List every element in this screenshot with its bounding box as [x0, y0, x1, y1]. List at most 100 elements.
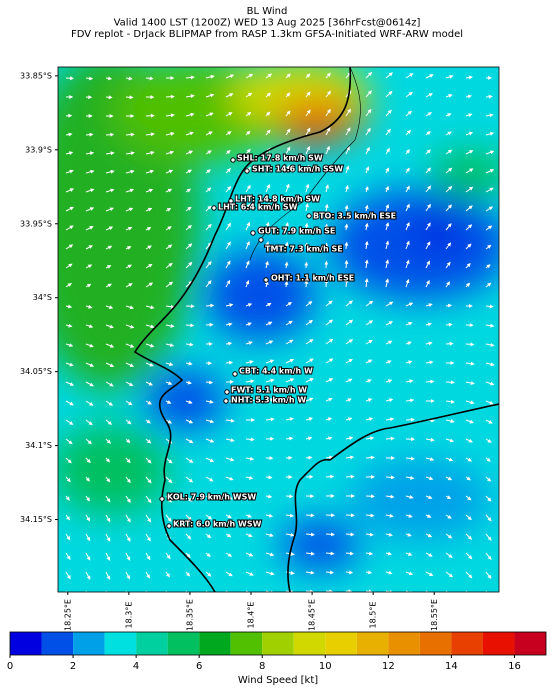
station-dot: [259, 238, 263, 242]
lat-tick-label: 34°S: [33, 293, 52, 302]
lat-tick-label: 33.85°S: [20, 71, 52, 80]
station-dot: [307, 214, 311, 218]
colorbar-segment: [42, 632, 74, 655]
wind-arrow: [226, 362, 232, 363]
wind-arrow: [466, 344, 473, 345]
wind-arrow: [246, 439, 254, 440]
station-dot: [167, 524, 171, 528]
station-dot: [245, 169, 249, 173]
title-line: BL Wind: [247, 6, 288, 17]
colorbar-tick-label: 4: [133, 661, 139, 672]
colorbar-tick-label: 16: [508, 661, 521, 672]
colorbar-tick-label: 14: [445, 661, 458, 672]
colorbar-tick-label: 6: [196, 661, 202, 672]
station-label: CBT: 4.4 km/h W: [239, 367, 313, 376]
wind-arrow: [386, 438, 394, 439]
lat-tick-label: 34.15°S: [20, 515, 52, 524]
colorbar-segment: [105, 632, 137, 655]
title-line: FDV replot - DrJack BLIPMAP from RASP 1.…: [71, 29, 463, 40]
colorbar-tick-label: 12: [382, 661, 395, 672]
station-dot: [251, 231, 255, 235]
station-dot: [231, 158, 235, 162]
wind-arrow: [346, 243, 347, 249]
colorbar-segment: [357, 632, 389, 655]
colorbar-tick-label: 0: [7, 661, 13, 672]
station-label: OHT: 1.1 km/h ESE: [271, 274, 354, 283]
station-label: SHT: 14.6 km/h SSW: [252, 165, 343, 174]
wind-arrow: [326, 534, 334, 535]
wind-arrow: [286, 496, 292, 497]
colorbar-segment: [262, 632, 294, 655]
colorbar-tick-label: 10: [319, 661, 332, 672]
station-dot: [160, 497, 164, 501]
wind-arrow: [326, 476, 333, 477]
lon-tick-label: 18.4°E: [247, 602, 256, 629]
colorbar-tick-label: 8: [259, 661, 265, 672]
wind-arrow: [306, 263, 307, 268]
wind-arrow: [186, 325, 193, 326]
wind-arrow: [366, 457, 374, 458]
wind-arrow: [266, 477, 272, 478]
station-label: NHT: 5.3 km/h W: [231, 396, 306, 405]
station-label: KRT: 6.0 km/h WSW: [173, 520, 262, 529]
station-dot: [212, 206, 216, 210]
station-label: KOL: 7.9 km/h WSW: [167, 493, 256, 502]
lon-tick-label: 18.5°E: [369, 602, 378, 629]
wind-arrow: [346, 476, 354, 477]
station-dot: [224, 399, 228, 403]
wind-arrow: [106, 134, 113, 135]
wind-arrow: [486, 96, 492, 97]
colorbar-segment: [10, 632, 42, 655]
colorbar-segment: [136, 632, 168, 655]
station-label: BTO: 3.5 km/h ESE: [313, 212, 396, 221]
station-dot: [233, 372, 237, 376]
wind-arrow: [326, 572, 333, 573]
wind-arrow: [446, 324, 452, 325]
station-label: LHT: 6.4 km/h SW: [218, 203, 298, 212]
lon-tick-label: 18.3°E: [124, 602, 133, 629]
lon-tick-label: 18.35°E: [185, 599, 194, 631]
lon-tick-label: 18.55°E: [430, 599, 439, 631]
wind-arrow: [326, 591, 332, 592]
lon-tick-label: 18.25°E: [63, 599, 72, 631]
station-dot: [225, 390, 229, 394]
colorbar-segment: [73, 632, 105, 655]
wind-arrow: [346, 534, 354, 535]
title-line: Valid 1400 LST (1200Z) WED 13 Aug 2025 […: [114, 18, 421, 29]
wind-arrow: [346, 591, 351, 592]
wind-arrow: [306, 457, 311, 458]
lat-tick-label: 33.95°S: [20, 219, 52, 228]
lat-tick-label: 34.1°S: [25, 441, 52, 450]
wind-arrow: [346, 572, 352, 573]
colorbar-tick-label: 2: [70, 661, 76, 672]
colorbar-label: Wind Speed [kt]: [238, 675, 318, 686]
colorbar-segment: [168, 632, 200, 655]
colorbar-segment: [514, 632, 546, 655]
wind-arrow: [146, 78, 153, 79]
lat-tick-label: 33.9°S: [25, 145, 52, 154]
wind-arrow: [106, 97, 112, 98]
station-label: FWT: 5.1 km/h W: [231, 386, 307, 395]
wind-arrow: [206, 305, 213, 306]
station-dot: [264, 278, 268, 282]
wind-arrow: [126, 134, 134, 135]
colorbar-segment: [294, 632, 326, 655]
map-field: SHL: 17.8 km/h SW SHT: 14.6 km/h SSW LHT: …: [20, 50, 510, 598]
wind-arrow: [426, 381, 433, 382]
colorbar-segment: [231, 632, 263, 655]
colorbar-segment: [199, 632, 231, 655]
lat-tick-label: 34.05°S: [20, 367, 52, 376]
station-label: GUT: 7.9 km/h SE: [258, 227, 335, 236]
colorbar-segment: [388, 632, 420, 655]
colorbar-segment: [325, 632, 357, 655]
wind-arrow: [126, 97, 133, 98]
colorbar-segment: [420, 632, 452, 655]
lon-tick-label: 18.45°E: [308, 599, 317, 631]
wind-arrow: [346, 261, 347, 268]
colorbar-segment: [451, 632, 483, 655]
station-label: TMT: 7.3 km/h SE: [265, 245, 343, 254]
station-label: SHL: 17.8 km/h SW: [237, 154, 323, 163]
wind-arrow: [86, 134, 93, 135]
wind-arrow: [386, 477, 394, 478]
